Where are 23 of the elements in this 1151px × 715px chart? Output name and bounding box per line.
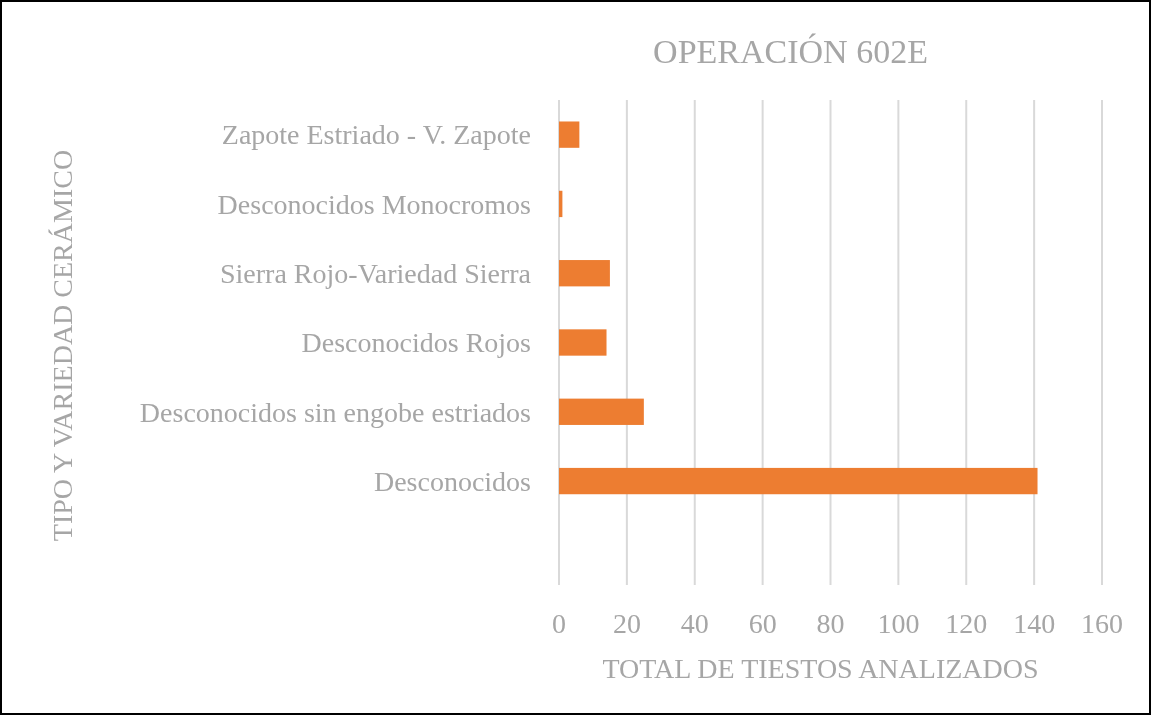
y-tick-label: Desconocidos sin engobe estriados	[139, 396, 531, 428]
chart-title: OPERACIÓN 602E	[653, 33, 928, 70]
x-tick-label: 80	[816, 608, 845, 639]
bar	[559, 467, 1038, 495]
bar	[559, 398, 644, 425]
bar	[559, 121, 580, 148]
x-tick-label: 20	[612, 608, 641, 639]
bar	[559, 260, 610, 287]
x-tick-label: 160	[1081, 608, 1123, 639]
y-tick-label: Zapote Estriado - V. Zapote	[221, 119, 531, 151]
y-tick-label: Desconocidos	[373, 465, 531, 497]
y-tick-label: Desconocidos Monocromos	[217, 188, 531, 220]
bar	[559, 329, 607, 356]
y-axis-title: TIPO Y VARIEDAD CERÁMICO	[47, 149, 78, 542]
x-tick-label: 0	[552, 608, 566, 639]
y-tick-label: Desconocidos Rojos	[301, 327, 531, 359]
x-tick-label: 140	[1013, 608, 1056, 639]
x-tick-label: 60	[748, 608, 777, 639]
x-tick-label: 120	[945, 608, 988, 639]
x-tick-label: 100	[877, 608, 920, 639]
x-axis-title: TOTAL DE TIESTOS ANALIZADOS	[602, 653, 1039, 684]
x-tick-label: 40	[680, 608, 709, 639]
y-tick-label: Sierra Rojo-Variedad Sierra	[220, 258, 532, 290]
